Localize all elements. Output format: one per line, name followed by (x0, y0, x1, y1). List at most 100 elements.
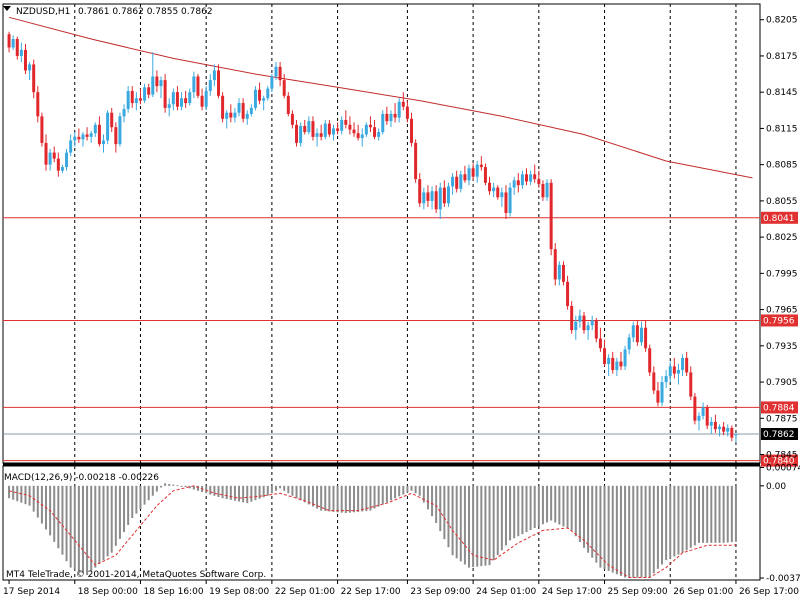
macd-bar (192, 485, 195, 490)
candle-body (516, 180, 520, 186)
candle-body (553, 249, 557, 280)
candle-body (607, 357, 611, 364)
macd-bar (628, 485, 631, 578)
macd-bar (147, 485, 150, 501)
candle-body (520, 174, 524, 186)
macd-bar (8, 485, 11, 499)
candle-body (504, 192, 508, 213)
macd-bar (266, 485, 269, 496)
macd-bar (611, 485, 614, 573)
candle-body (65, 152, 69, 168)
macd-bar (578, 485, 581, 542)
macd-bar (102, 485, 105, 561)
candle-body (270, 76, 274, 89)
time-tick-label: 24 Sep 17:00 (542, 587, 602, 597)
macd-bar (550, 485, 553, 521)
candle-body (586, 325, 590, 331)
macd-indicator (8, 483, 737, 578)
time-tick-label: 26 Sep 01:00 (673, 587, 733, 597)
candle-body (410, 118, 414, 143)
time-axis[interactable]: 17 Sep 2014 18 Sep 00:00 18 Sep 16:00 19 Se… (3, 580, 799, 597)
time-tick-label: 22 Sep 01:00 (275, 587, 335, 597)
macd-bar (217, 485, 220, 497)
candle-body (307, 121, 311, 133)
candle-body (48, 152, 52, 165)
candle-body (500, 192, 504, 198)
candle-body (85, 134, 89, 137)
macd-bar (554, 485, 557, 523)
candle-body (216, 70, 220, 96)
candle-body (397, 101, 401, 118)
candle-body (623, 349, 627, 367)
macd-bar (566, 485, 569, 529)
macd-bar (233, 485, 236, 501)
macd-bar (90, 485, 93, 572)
candle-body (689, 372, 693, 397)
macd-bar (246, 485, 249, 504)
horizontal-levels[interactable]: 0.8041 0.7956 0.7884 0.7840 0.7862 (3, 211, 798, 467)
macd-bar (106, 485, 109, 557)
candle-body (590, 320, 594, 326)
macd-bar (12, 485, 15, 500)
candle-body (159, 80, 163, 87)
macd-bar (213, 485, 216, 496)
candle-body (311, 121, 315, 137)
candle-body (208, 80, 212, 91)
macd-bar (447, 485, 450, 548)
macd-bar (184, 485, 187, 488)
macd-bar (270, 485, 273, 494)
macd-bar (418, 485, 421, 496)
macd-bar (636, 485, 639, 578)
macd-bar (328, 485, 331, 512)
candle-body (664, 376, 668, 383)
current-price-tag (761, 428, 798, 441)
candle-body (81, 134, 85, 140)
macd-bar (718, 485, 721, 543)
macd-bar (373, 485, 376, 509)
candle-body (541, 183, 545, 198)
chart-frame (2, 3, 761, 581)
price-axis[interactable]: 0.8205 0.8175 0.8145 0.8115 0.8085 0.8055 0.80… (760, 16, 800, 584)
candle-body (648, 348, 652, 373)
candle-body (549, 182, 553, 250)
time-tick-label: 25 Sep 09:00 (608, 587, 668, 597)
dropdown-arrow-icon[interactable] (3, 6, 11, 11)
candle-body (134, 98, 138, 104)
macd-bar (422, 485, 425, 503)
candle-body (32, 64, 36, 93)
macd-bar (472, 485, 475, 568)
level-tag-label: 0.7956 (763, 316, 795, 326)
candle-body (97, 124, 101, 145)
price-tick-label: 0.7965 (766, 306, 798, 316)
macd-bar (242, 485, 245, 503)
candle-body (598, 338, 602, 349)
macd-bar (619, 485, 622, 576)
candle-body (229, 112, 233, 118)
macd-bar (615, 485, 618, 575)
macd-bar (160, 485, 163, 488)
macd-bar (574, 485, 577, 537)
macd-bar (262, 485, 265, 498)
candle-body (574, 321, 578, 331)
macd-bar (459, 485, 462, 562)
macd-bar (344, 485, 347, 514)
level-tag-label: 0.8041 (763, 214, 795, 224)
candle-body (405, 106, 409, 119)
macd-bar (484, 485, 487, 566)
level-tag-label: 0.7840 (763, 457, 795, 467)
macd-bar (558, 485, 561, 525)
macd-bar (164, 483, 167, 486)
candle-body (434, 191, 438, 210)
macd-bar (496, 485, 499, 556)
macd-bar (307, 485, 310, 505)
candle-body (701, 407, 705, 416)
candle-body (734, 434, 738, 436)
candle-body (726, 427, 730, 432)
price-tick-label: 0.7845 (766, 451, 798, 461)
macd-bar (500, 485, 503, 551)
price-tick-label: 0.7875 (766, 414, 798, 424)
macd-bar (283, 485, 286, 491)
current-price-label: 0.7862 (763, 430, 795, 440)
